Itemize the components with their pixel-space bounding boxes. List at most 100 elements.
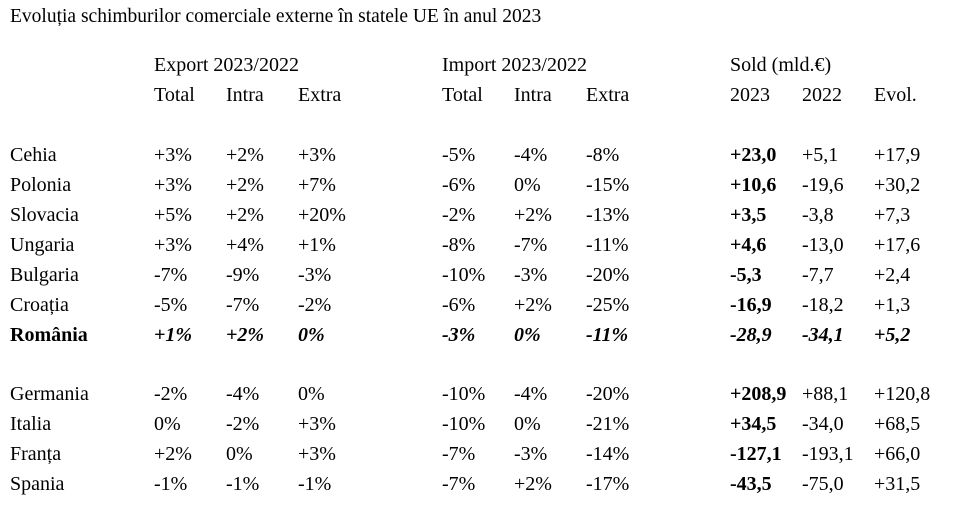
country-name: Slovacia xyxy=(10,204,79,226)
country-name: Spania xyxy=(10,473,65,495)
sold-2023-cell: +34,5 xyxy=(730,413,777,435)
import-intra-cell: +2% xyxy=(514,473,552,495)
import-extra-cell: -20% xyxy=(586,383,630,405)
sold-2023-cell: -43,5 xyxy=(730,473,772,495)
export-intra-cell: -9% xyxy=(226,264,260,286)
import-intra-cell: 0% xyxy=(514,324,541,346)
country-name: Italia xyxy=(10,413,52,435)
sold-evol-cell: +68,5 xyxy=(874,413,921,435)
export-extra-cell: +1% xyxy=(298,234,336,256)
export-intra-cell: -2% xyxy=(226,413,260,435)
import-extra-cell: -14% xyxy=(586,443,630,465)
sold-2022-cell: -3,8 xyxy=(802,204,834,226)
sold-evol-cell: +120,8 xyxy=(874,383,931,405)
import-intra-cell: +2% xyxy=(514,204,552,226)
sold-2023-cell: +3,5 xyxy=(730,204,767,226)
import-intra-cell: -3% xyxy=(514,264,548,286)
export-extra-cell: -1% xyxy=(298,473,332,495)
export-extra-cell: 0% xyxy=(298,324,325,346)
export-intra-cell: -1% xyxy=(226,473,260,495)
import-total-cell: -3% xyxy=(442,324,476,346)
export-extra-cell: +3% xyxy=(298,413,336,435)
import-intra-cell: +2% xyxy=(514,294,552,316)
country-name: Bulgaria xyxy=(10,264,79,286)
export-extra-cell: +3% xyxy=(298,144,336,166)
export-total-cell: +5% xyxy=(154,204,192,226)
export-total-cell: -7% xyxy=(154,264,188,286)
country-name: România xyxy=(10,324,88,346)
import-total-cell: -5% xyxy=(442,144,476,166)
sold-2022-cell: -19,6 xyxy=(802,174,844,196)
sold-2022-cell: -7,7 xyxy=(802,264,834,286)
import-extra-cell: -13% xyxy=(586,204,630,226)
sold-evol-cell: +66,0 xyxy=(874,443,921,465)
sold-2022-cell: -193,1 xyxy=(802,443,854,465)
sold-evol-cell: +17,9 xyxy=(874,144,921,166)
export-total-cell: +2% xyxy=(154,443,192,465)
export-extra-cell: 0% xyxy=(298,383,325,405)
export-total-cell: +3% xyxy=(154,174,192,196)
sold-2022-header: 2022 xyxy=(802,84,842,106)
sold-evol-cell: +17,6 xyxy=(874,234,921,256)
sold-2023-cell: -28,9 xyxy=(730,324,772,346)
sold-2023-cell: +4,6 xyxy=(730,234,767,256)
sold-evol-cell: +7,3 xyxy=(874,204,911,226)
sold-group-header: Sold (mld.€) xyxy=(730,54,832,76)
export-intra-cell: 0% xyxy=(226,443,253,465)
import-intra-cell: 0% xyxy=(514,413,541,435)
export-intra-cell: -7% xyxy=(226,294,260,316)
import-extra-header: Extra xyxy=(586,84,630,106)
export-total-cell: -1% xyxy=(154,473,188,495)
export-intra-cell: +2% xyxy=(226,324,265,346)
sold-evol-cell: +30,2 xyxy=(874,174,921,196)
export-total-cell: -5% xyxy=(154,294,188,316)
export-intra-cell: +2% xyxy=(226,174,264,196)
sold-2023-cell: -127,1 xyxy=(730,443,782,465)
export-extra-cell: -3% xyxy=(298,264,332,286)
export-extra-header: Extra xyxy=(298,84,342,106)
import-total-cell: -7% xyxy=(442,443,476,465)
sold-2022-cell: -75,0 xyxy=(802,473,844,495)
import-extra-cell: -21% xyxy=(586,413,630,435)
import-total-cell: -10% xyxy=(442,383,486,405)
import-extra-cell: -8% xyxy=(586,144,620,166)
import-extra-cell: -11% xyxy=(586,324,629,346)
export-total-cell: 0% xyxy=(154,413,181,435)
sold-2023-cell: -5,3 xyxy=(730,264,762,286)
sold-2022-cell: -13,0 xyxy=(802,234,844,256)
import-intra-header: Intra xyxy=(514,84,552,106)
export-extra-cell: +20% xyxy=(298,204,346,226)
sold-2022-cell: +5,1 xyxy=(802,144,839,166)
import-extra-cell: -20% xyxy=(586,264,630,286)
import-total-cell: -7% xyxy=(442,473,476,495)
export-intra-header: Intra xyxy=(226,84,264,106)
country-name: Germania xyxy=(10,383,89,405)
country-name: Croația xyxy=(10,294,69,316)
sold-2023-cell: -16,9 xyxy=(730,294,772,316)
country-name: Franța xyxy=(10,443,62,465)
sold-evol-cell: +31,5 xyxy=(874,473,921,495)
import-total-cell: -8% xyxy=(442,234,476,256)
sold-evol-cell: +2,4 xyxy=(874,264,911,286)
sold-evol-cell: +5,2 xyxy=(874,324,911,346)
export-intra-cell: +2% xyxy=(226,144,264,166)
export-total-cell: -2% xyxy=(154,383,188,405)
sold-2022-cell: +88,1 xyxy=(802,383,849,405)
import-total-cell: -6% xyxy=(442,174,476,196)
export-intra-cell: -4% xyxy=(226,383,260,405)
country-name: Polonia xyxy=(10,174,72,196)
export-extra-cell: +3% xyxy=(298,443,336,465)
export-extra-cell: -2% xyxy=(298,294,332,316)
import-extra-cell: -11% xyxy=(586,234,629,256)
page-title: Evoluția schimburilor comerciale externe… xyxy=(10,6,542,27)
export-total-cell: +3% xyxy=(154,234,192,256)
import-intra-cell: -7% xyxy=(514,234,548,256)
export-extra-cell: +7% xyxy=(298,174,336,196)
sold-2023-cell: +208,9 xyxy=(730,383,787,405)
sold-evol-cell: +1,3 xyxy=(874,294,911,316)
import-total-cell: -10% xyxy=(442,264,486,286)
sold-2023-cell: +23,0 xyxy=(730,144,777,166)
import-total-cell: -2% xyxy=(442,204,476,226)
import-group-header: Import 2023/2022 xyxy=(442,54,587,76)
import-total-cell: -10% xyxy=(442,413,486,435)
